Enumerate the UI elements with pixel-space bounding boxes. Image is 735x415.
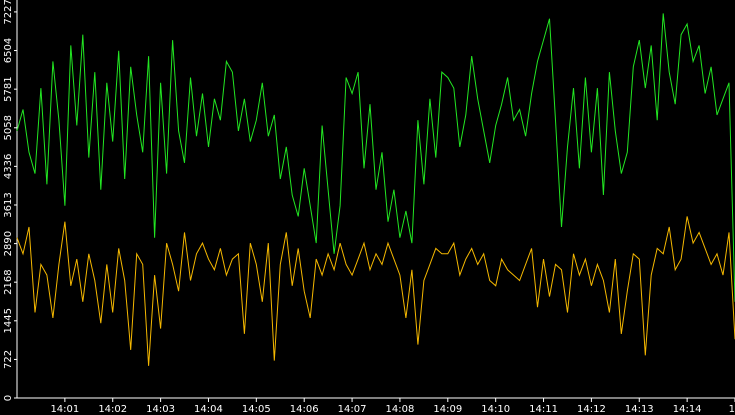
- x-tick-label: 14:04: [194, 404, 223, 415]
- x-tick-label: 14:09: [433, 404, 462, 415]
- y-tick-label: 6504: [3, 38, 14, 63]
- y-tick-label: 2890: [3, 231, 14, 256]
- y-tick-label: 722: [3, 350, 14, 369]
- x-tick-label: 14:12: [577, 404, 606, 415]
- x-tick-label: 14:05: [242, 404, 271, 415]
- y-tick-label: 4336: [3, 154, 14, 179]
- y-tick-label: 5781: [3, 76, 14, 101]
- series-line: [16, 216, 735, 366]
- x-tick-label: 14:06: [290, 404, 319, 415]
- y-tick-label: 7227: [3, 0, 14, 25]
- y-tick-label: 5058: [3, 115, 14, 140]
- x-tick-label: 14: [729, 404, 735, 415]
- x-tick-label: 14:03: [146, 404, 175, 415]
- x-tick-label: 14:14: [673, 404, 702, 415]
- y-tick-label: 3613: [3, 192, 14, 217]
- x-tick-label: 14:11: [529, 404, 558, 415]
- x-tick-label: 14:13: [625, 404, 654, 415]
- y-tick-label: 1445: [3, 308, 14, 333]
- x-tick-label: 14:01: [50, 404, 79, 415]
- y-tick-label: 2168: [3, 269, 14, 294]
- x-tick-label: 14:10: [481, 404, 510, 415]
- x-tick-label: 14:02: [98, 404, 127, 415]
- series-line: [16, 13, 735, 302]
- y-tick-label: 0: [3, 395, 14, 401]
- x-tick-label: 14:07: [338, 404, 367, 415]
- x-tick-label: 14:08: [386, 404, 415, 415]
